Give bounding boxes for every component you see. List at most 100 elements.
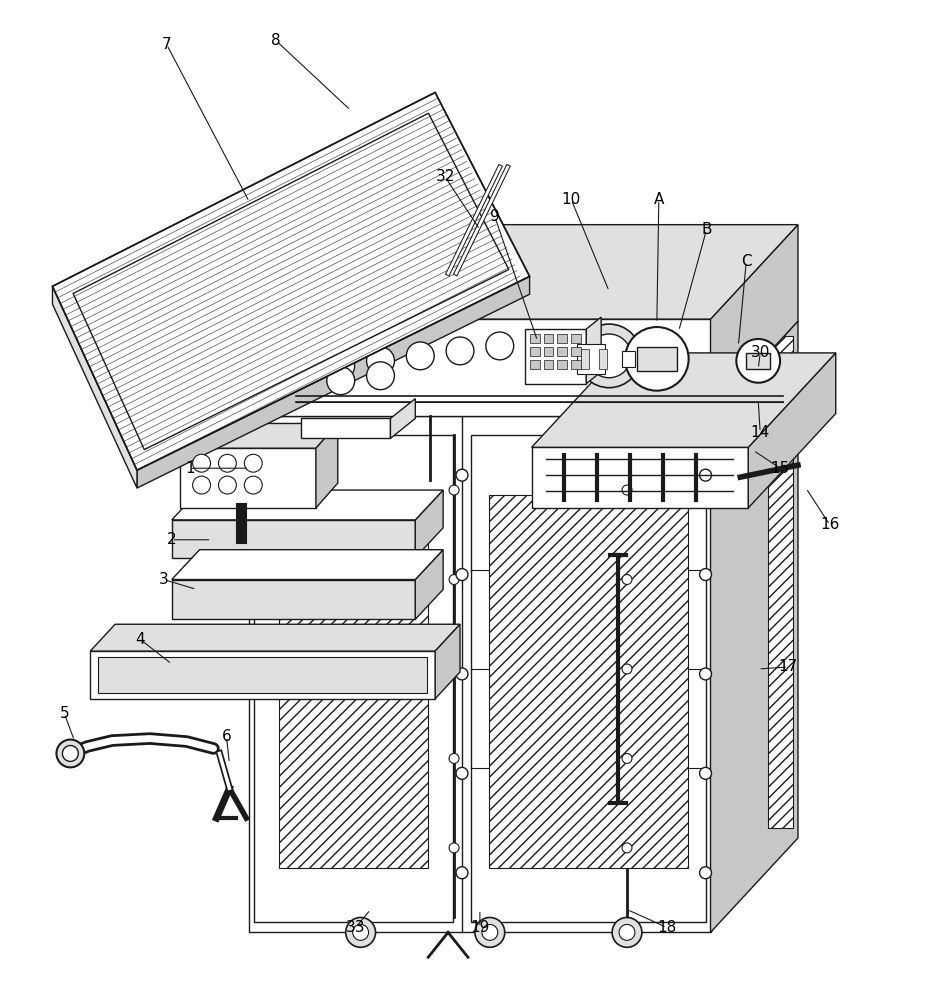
Text: 16: 16 (820, 517, 840, 532)
Circle shape (456, 569, 468, 581)
Polygon shape (557, 347, 568, 356)
Text: 1: 1 (185, 461, 194, 476)
Polygon shape (137, 276, 530, 488)
Text: 32: 32 (435, 169, 455, 184)
Polygon shape (489, 495, 688, 868)
Polygon shape (90, 651, 435, 699)
Polygon shape (171, 490, 444, 520)
Text: 8: 8 (271, 33, 281, 48)
Polygon shape (710, 321, 798, 932)
Circle shape (327, 367, 355, 395)
Polygon shape (748, 353, 836, 508)
Polygon shape (544, 347, 554, 356)
Polygon shape (582, 349, 589, 369)
Polygon shape (571, 334, 582, 343)
Text: 30: 30 (750, 345, 770, 360)
Polygon shape (53, 286, 137, 488)
Polygon shape (415, 490, 444, 558)
Circle shape (446, 337, 474, 365)
Circle shape (699, 469, 711, 481)
Circle shape (482, 924, 498, 940)
Circle shape (587, 334, 631, 378)
Circle shape (456, 867, 468, 879)
Circle shape (699, 767, 711, 779)
Text: 4: 4 (135, 632, 144, 647)
Polygon shape (530, 334, 540, 343)
Text: 5: 5 (59, 706, 69, 721)
Polygon shape (249, 319, 710, 416)
Polygon shape (532, 447, 748, 508)
Polygon shape (316, 423, 338, 508)
Circle shape (456, 469, 468, 481)
Polygon shape (471, 435, 706, 922)
Polygon shape (746, 353, 770, 369)
Circle shape (622, 575, 632, 584)
Polygon shape (571, 360, 582, 369)
Polygon shape (180, 448, 316, 508)
Circle shape (625, 327, 689, 391)
Circle shape (456, 668, 468, 680)
Polygon shape (415, 550, 444, 619)
Polygon shape (90, 624, 460, 651)
Text: B: B (701, 222, 712, 237)
Circle shape (62, 746, 79, 761)
Polygon shape (544, 334, 554, 343)
Circle shape (612, 917, 642, 947)
Circle shape (699, 668, 711, 680)
Circle shape (456, 767, 468, 779)
Circle shape (193, 454, 210, 472)
Circle shape (353, 924, 369, 940)
Polygon shape (53, 92, 530, 470)
Circle shape (622, 485, 632, 495)
Polygon shape (180, 423, 338, 448)
Circle shape (219, 454, 236, 472)
Circle shape (622, 664, 632, 674)
Circle shape (367, 362, 394, 390)
Text: C: C (741, 254, 752, 269)
Circle shape (619, 924, 635, 940)
Polygon shape (249, 321, 798, 416)
Polygon shape (249, 225, 798, 319)
Circle shape (327, 352, 355, 380)
Polygon shape (391, 399, 415, 438)
Circle shape (699, 569, 711, 581)
Circle shape (736, 339, 780, 383)
Text: 6: 6 (221, 729, 232, 744)
Polygon shape (557, 360, 568, 369)
Polygon shape (525, 329, 586, 384)
Circle shape (193, 476, 210, 494)
Polygon shape (530, 360, 540, 369)
Circle shape (367, 347, 394, 375)
Polygon shape (571, 347, 582, 356)
Circle shape (449, 575, 459, 584)
Polygon shape (599, 349, 607, 369)
Polygon shape (637, 347, 677, 371)
Circle shape (345, 917, 376, 947)
Circle shape (699, 867, 711, 879)
Circle shape (407, 342, 434, 370)
Polygon shape (435, 624, 460, 699)
Polygon shape (279, 495, 428, 868)
Polygon shape (98, 657, 427, 693)
Text: A: A (654, 192, 664, 207)
Circle shape (244, 476, 262, 494)
Circle shape (449, 664, 459, 674)
Text: 18: 18 (657, 920, 676, 935)
Polygon shape (255, 435, 453, 922)
Text: 14: 14 (751, 425, 770, 440)
Polygon shape (530, 347, 540, 356)
Polygon shape (249, 416, 710, 932)
Circle shape (577, 324, 641, 388)
Circle shape (56, 740, 84, 767)
Text: 9: 9 (490, 209, 500, 224)
Polygon shape (544, 360, 554, 369)
Text: 17: 17 (779, 659, 797, 674)
Polygon shape (769, 336, 793, 828)
Polygon shape (171, 550, 444, 580)
Circle shape (622, 843, 632, 853)
Circle shape (244, 454, 262, 472)
Polygon shape (301, 418, 391, 438)
Polygon shape (586, 317, 601, 384)
Text: 33: 33 (346, 920, 366, 935)
Text: 7: 7 (162, 37, 171, 52)
